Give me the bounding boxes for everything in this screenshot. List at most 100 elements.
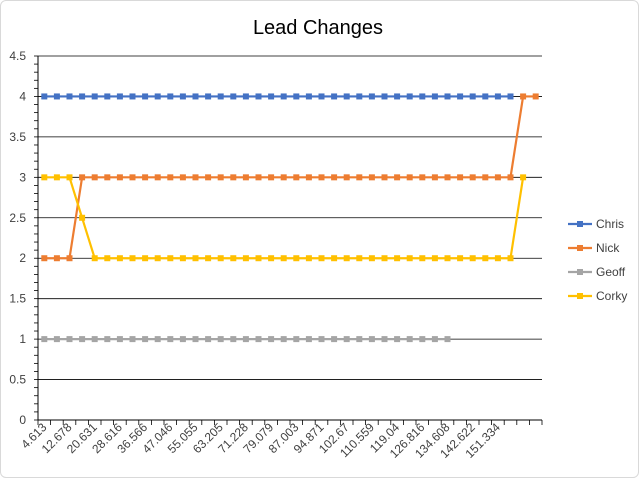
legend-label: Geoff (596, 265, 626, 279)
data-point (104, 255, 111, 262)
y-tick-label: 3.5 (9, 130, 26, 144)
y-tick-label: 0.5 (9, 373, 26, 387)
data-point (79, 336, 86, 343)
data-point (469, 174, 476, 181)
data-point (167, 174, 174, 181)
data-point (79, 174, 86, 181)
data-point (343, 336, 350, 343)
data-point (343, 255, 350, 262)
data-point (457, 93, 464, 100)
series-geoff (41, 336, 451, 343)
data-point (381, 336, 388, 343)
data-point (154, 174, 161, 181)
data-point (381, 255, 388, 262)
data-point (255, 174, 262, 181)
chart-title: Lead Changes (253, 17, 383, 39)
data-point (444, 336, 451, 343)
y-tick-label: 4.5 (9, 49, 26, 63)
data-point (116, 336, 123, 343)
data-point (192, 174, 199, 181)
data-point (91, 336, 98, 343)
data-point (192, 93, 199, 100)
data-point (205, 93, 212, 100)
data-point (305, 336, 312, 343)
data-point (230, 174, 237, 181)
y-tick-label: 2 (19, 251, 26, 265)
data-point (179, 174, 186, 181)
data-point (293, 93, 300, 100)
data-point (116, 174, 123, 181)
data-point (494, 93, 501, 100)
data-point (419, 336, 426, 343)
data-point (331, 336, 338, 343)
data-point (507, 174, 514, 181)
data-point (280, 255, 287, 262)
data-point (520, 93, 527, 100)
data-point (242, 93, 249, 100)
data-point (356, 336, 363, 343)
data-point (406, 336, 413, 343)
data-point (482, 93, 489, 100)
data-point (242, 255, 249, 262)
data-point (230, 93, 237, 100)
legend-label: Nick (596, 241, 620, 255)
data-point (255, 336, 262, 343)
data-point (394, 336, 401, 343)
data-point (431, 174, 438, 181)
data-point (217, 174, 224, 181)
data-point (53, 336, 60, 343)
data-point (142, 255, 149, 262)
data-point (368, 336, 375, 343)
data-point (318, 255, 325, 262)
data-point (280, 174, 287, 181)
data-point (79, 214, 86, 221)
data-point (368, 255, 375, 262)
data-point (205, 255, 212, 262)
data-point (179, 336, 186, 343)
data-point (167, 336, 174, 343)
data-point (129, 93, 136, 100)
legend-marker (577, 221, 583, 227)
data-point (230, 336, 237, 343)
series-layer (41, 93, 539, 343)
data-point (305, 93, 312, 100)
data-point (53, 255, 60, 262)
series-chris (41, 93, 514, 100)
data-point (457, 255, 464, 262)
data-point (116, 255, 123, 262)
legend-item-chris: Chris (568, 217, 624, 231)
data-point (217, 255, 224, 262)
data-point (469, 255, 476, 262)
data-point (217, 336, 224, 343)
data-point (507, 255, 514, 262)
legend-marker (577, 245, 583, 251)
data-point (494, 174, 501, 181)
gridlines (38, 55, 542, 380)
data-point (394, 255, 401, 262)
data-point (457, 174, 464, 181)
data-point (431, 336, 438, 343)
data-point (381, 93, 388, 100)
data-point (268, 336, 275, 343)
data-point (142, 93, 149, 100)
series-nick (41, 93, 539, 262)
y-tick-label: 0 (19, 413, 26, 427)
legend-item-geoff: Geoff (568, 265, 626, 279)
data-point (482, 174, 489, 181)
data-point (53, 93, 60, 100)
data-point (318, 93, 325, 100)
data-point (356, 93, 363, 100)
data-point (419, 93, 426, 100)
data-point (66, 93, 73, 100)
data-point (41, 255, 48, 262)
data-point (318, 174, 325, 181)
data-point (167, 93, 174, 100)
data-point (104, 93, 111, 100)
data-point (532, 93, 539, 100)
data-point (217, 93, 224, 100)
data-point (79, 93, 86, 100)
data-point (356, 255, 363, 262)
data-point (129, 336, 136, 343)
